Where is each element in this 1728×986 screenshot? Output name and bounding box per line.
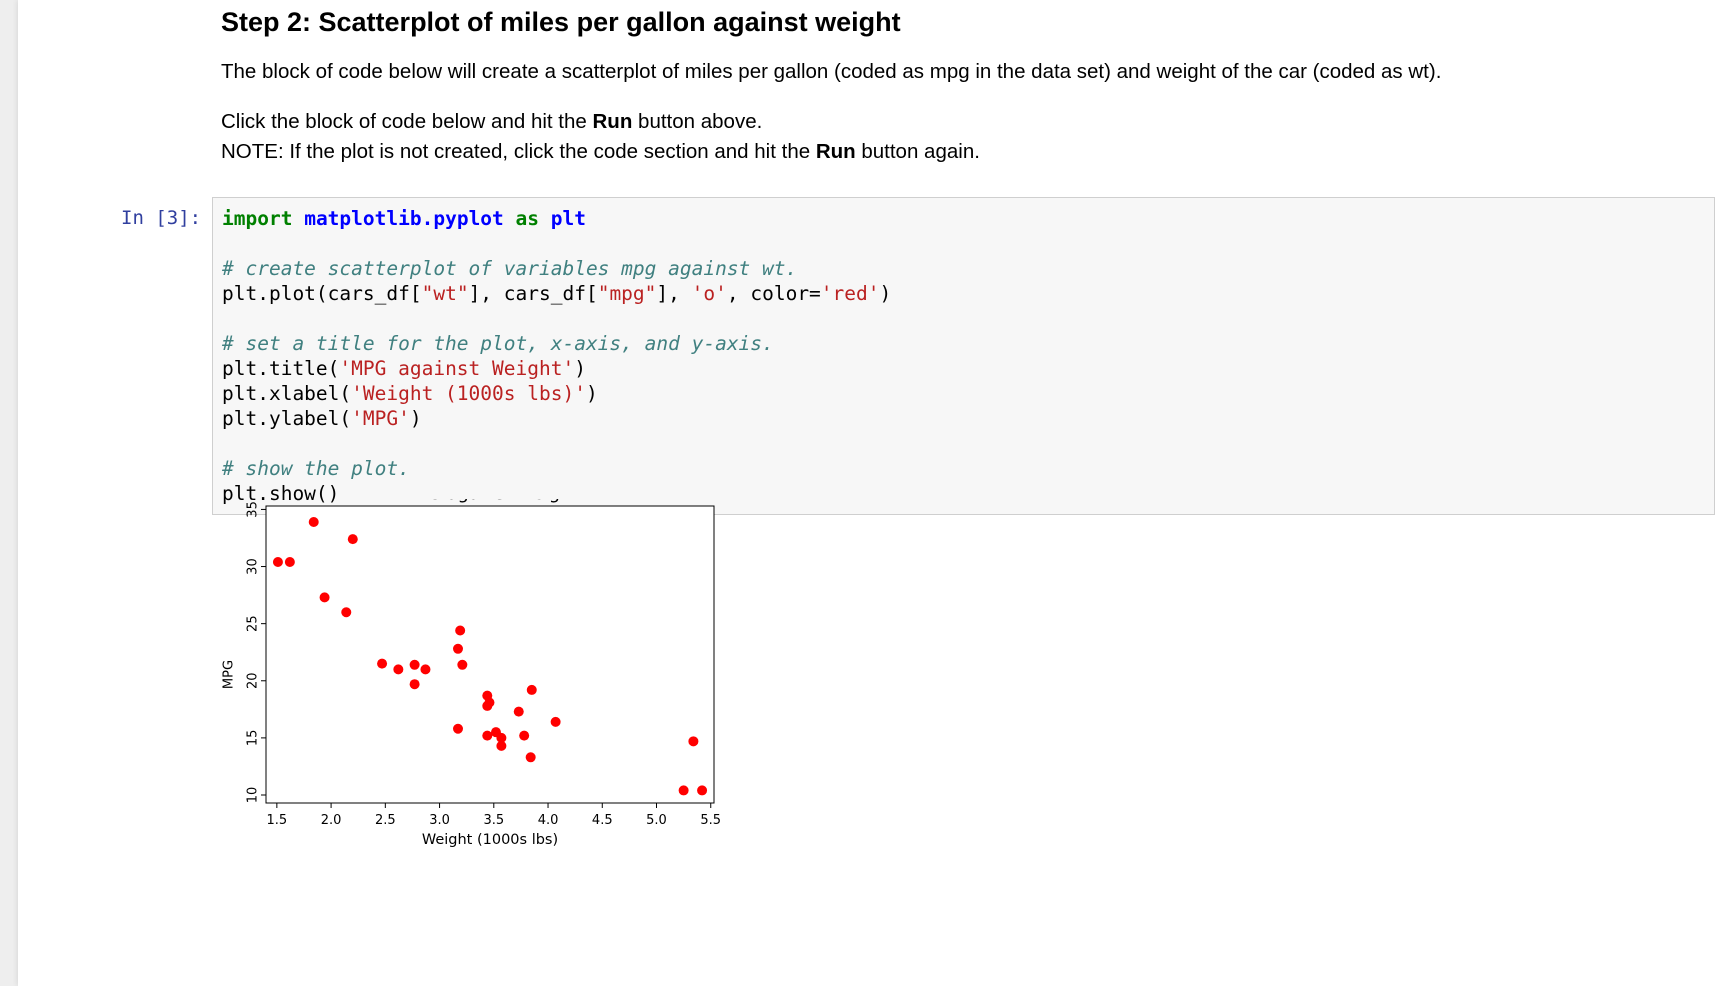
x-tick-label: 1.5 — [267, 813, 288, 828]
data-point — [455, 625, 466, 636]
data-point — [319, 592, 330, 603]
code-editor[interactable]: import matplotlib.pyplot as plt # create… — [222, 206, 891, 506]
notebook-page: Step 2: Scatterplot of miles per gallon … — [18, 0, 1728, 986]
x-tick-label: 4.5 — [592, 813, 613, 828]
plot-frame — [265, 505, 715, 804]
note-text: NOTE: If the plot is not created, click … — [221, 140, 816, 163]
y-axis-label: MPG — [222, 660, 237, 689]
data-point — [525, 752, 536, 763]
note-paragraph: NOTE: If the plot is not created, click … — [221, 140, 980, 164]
data-point — [308, 516, 319, 527]
y-tick-label: 10 — [246, 787, 261, 804]
code-cell-input[interactable]: import matplotlib.pyplot as plt # create… — [212, 197, 1715, 515]
data-point — [409, 659, 420, 670]
code-line: plt.plot(cars_df["wt"], cars_df["mpg"], … — [222, 282, 892, 305]
step-heading: Step 2: Scatterplot of miles per gallon … — [221, 7, 901, 37]
data-point — [496, 732, 507, 743]
run-emphasis: Run — [592, 110, 633, 133]
input-prompt: In [3]: — [121, 207, 202, 229]
data-point — [482, 730, 493, 741]
data-point — [550, 716, 561, 727]
x-tick-label: 2.0 — [321, 813, 342, 828]
data-point — [272, 556, 283, 567]
y-tick-label: 25 — [246, 615, 261, 632]
x-tick-label: 5.0 — [646, 813, 667, 828]
data-point — [341, 607, 352, 618]
data-point — [678, 785, 689, 796]
code-line: # show the plot. — [222, 457, 410, 480]
code-line: # set a title for the plot, x-axis, and … — [222, 332, 774, 355]
x-axis-label: Weight (1000s lbs) — [422, 832, 558, 848]
data-point — [409, 679, 420, 690]
code-line: plt.xlabel('Weight (1000s lbs)') — [222, 382, 598, 405]
x-tick-label: 3.0 — [429, 813, 450, 828]
y-tick-label: 30 — [246, 558, 261, 575]
data-point — [688, 736, 699, 747]
code-line: plt.title('MPG against Weight') — [222, 357, 586, 380]
x-tick-label: 4.0 — [538, 813, 559, 828]
scatter-chart: MPG against Weight 1.5 2.0 2.5 3.0 3.5 4.0 4.5 5… — [222, 499, 722, 848]
x-tick-label: 2.5 — [375, 813, 396, 828]
code-line: import matplotlib.pyplot as plt — [222, 207, 587, 230]
x-tick-label: 3.5 — [483, 813, 504, 828]
y-tick-label: 15 — [246, 730, 261, 747]
data-point — [453, 723, 463, 734]
data-point — [457, 659, 468, 670]
instruction-text-end: button above. — [632, 110, 763, 133]
note-text-end: button again. — [855, 140, 980, 163]
chart-title: MPG against Weight — [402, 499, 578, 504]
output-plot: MPG against Weight 1.5 2.0 2.5 3.0 3.5 4.0 4.5 5… — [212, 499, 812, 945]
data-point — [519, 730, 530, 741]
data-point — [393, 664, 404, 675]
data-point — [697, 785, 708, 796]
instruction-text: Click the block of code below and hit th… — [221, 110, 593, 133]
data-point — [526, 684, 537, 695]
code-line: plt.ylabel('MPG') — [222, 407, 422, 430]
data-point — [496, 740, 507, 751]
x-tick-label: 5.5 — [700, 813, 721, 828]
data-point — [513, 706, 524, 717]
data-point — [377, 658, 388, 669]
code-line: # create scatterplot of variables mpg ag… — [222, 257, 798, 280]
code-line: plt.show() — [222, 482, 340, 505]
y-tick-label: 20 — [246, 672, 261, 689]
description-paragraph: The block of code below will create a sc… — [221, 60, 1442, 83]
data-point — [347, 534, 358, 545]
y-tick-label: 35 — [246, 501, 261, 518]
run-emphasis-note: Run — [815, 140, 856, 163]
data-point — [420, 664, 431, 675]
data-point — [484, 697, 495, 708]
instruction-paragraph: Click the block of code below and hit th… — [221, 110, 762, 134]
data-point — [453, 643, 463, 654]
data-point — [284, 556, 295, 567]
